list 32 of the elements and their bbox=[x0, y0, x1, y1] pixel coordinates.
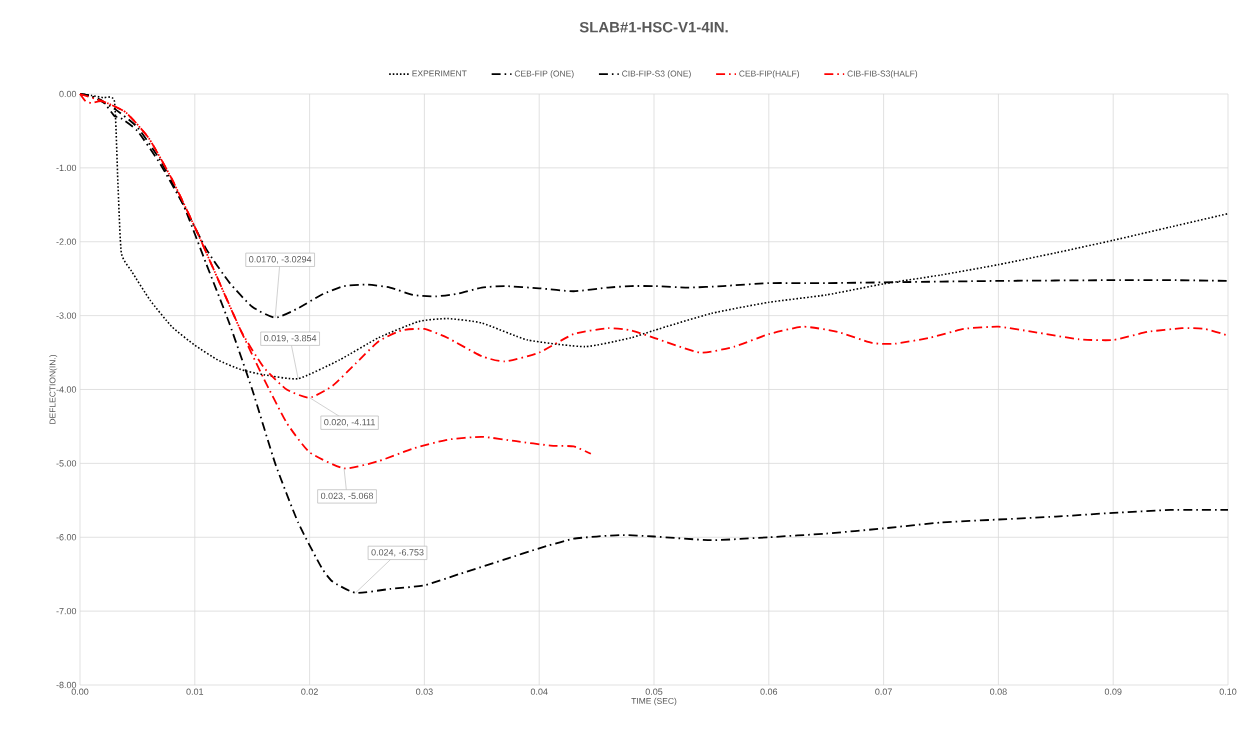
legend-label: EXPERIMENT bbox=[412, 70, 467, 77]
annotation: 0.0170, -3.0294 bbox=[249, 256, 312, 264]
y-tick-label: -6.00 bbox=[56, 534, 77, 541]
legend-label: CEB-FIP (ONE) bbox=[514, 70, 574, 79]
x-tick-label: 0.06 bbox=[760, 688, 778, 695]
legend-label: CEB-FIP(HALF) bbox=[739, 70, 800, 79]
annotation: 0.023, -5.068 bbox=[320, 492, 374, 501]
y-tick-label: -7.00 bbox=[56, 607, 77, 615]
y-tick-label: -8.00 bbox=[56, 681, 77, 689]
y-tick-label: -1.00 bbox=[56, 164, 77, 172]
annotation: 0.020, -4.111 bbox=[324, 418, 375, 427]
legend-label: CIB-FIP-S3 (ONE) bbox=[622, 70, 691, 79]
x-tick-label: 0.03 bbox=[416, 688, 433, 695]
y-tick-label: 0.00 bbox=[59, 90, 77, 98]
y-tick-label: -3.00 bbox=[56, 312, 77, 319]
legend-label: CIB-FIB-S3(HALF) bbox=[847, 70, 918, 79]
x-tick-label: 0.09 bbox=[1104, 688, 1122, 695]
y-tick-label: -5.00 bbox=[56, 460, 77, 467]
x-axis-title: TIME (SEC) bbox=[631, 697, 677, 706]
annotation: 0.019, -3.854 bbox=[264, 335, 317, 343]
x-tick-label: 0.05 bbox=[645, 688, 663, 695]
y-tick-label: -2.00 bbox=[56, 238, 77, 245]
x-tick-label: 0.08 bbox=[990, 688, 1007, 695]
x-tick-label: 0.04 bbox=[530, 688, 548, 695]
y-tick-label: -4.00 bbox=[56, 386, 77, 393]
x-tick-label: 0.02 bbox=[301, 688, 318, 695]
x-tick-label: 0.07 bbox=[875, 688, 892, 695]
x-tick-label: 0.00 bbox=[71, 688, 89, 695]
x-tick-label: 0.10 bbox=[1219, 688, 1237, 695]
x-tick-label: 0.01 bbox=[186, 688, 204, 695]
chart-title: SLAB#1-HSC-V1-4IN. bbox=[579, 21, 728, 33]
annotation: 0.024, -6.753 bbox=[371, 549, 424, 557]
